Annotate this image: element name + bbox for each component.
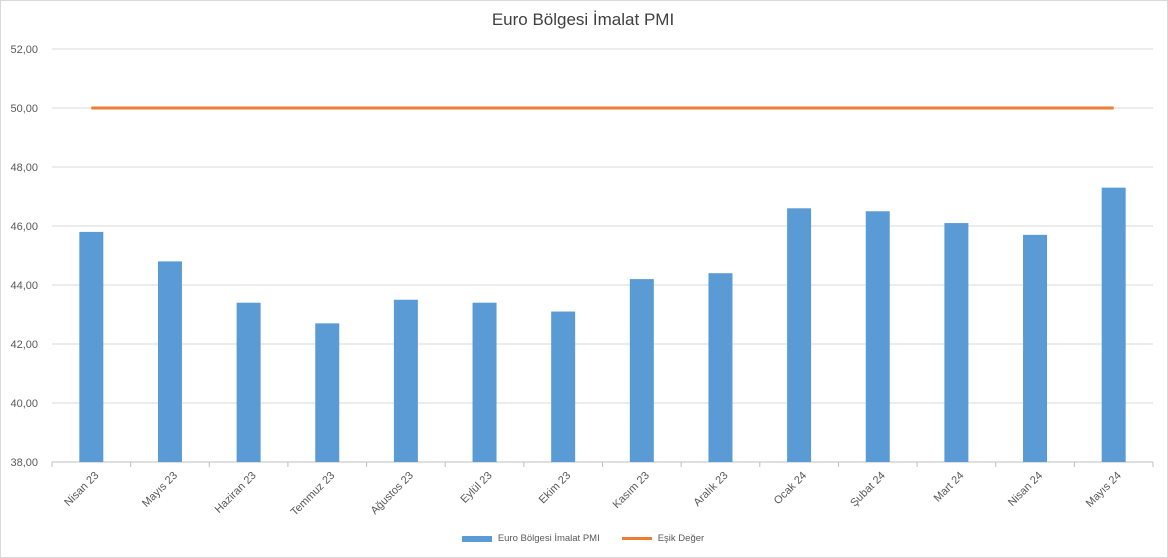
bar	[79, 231, 104, 462]
bar	[865, 211, 890, 462]
legend-label-pmi: Euro Bölgesi İmalat PMI	[497, 533, 600, 544]
bar	[315, 323, 340, 462]
x-tick-label: Mart 24	[932, 470, 967, 505]
x-tick-label: Ağustos 23	[369, 470, 416, 517]
y-tick-label: 50,00	[10, 103, 38, 115]
x-tick-label: Mayıs 23	[140, 470, 180, 510]
bar	[393, 299, 418, 462]
x-tick-label: Mayıs 24	[1084, 470, 1124, 510]
chart-title: Euro Bölgesi İmalat PMI	[491, 10, 675, 29]
x-tick-label: Kasım 23	[611, 470, 652, 511]
x-tick-label: Temmuz 23	[289, 470, 338, 519]
x-tick-label: Ekim 23	[537, 470, 574, 507]
x-tick-label: Haziran 23	[213, 470, 259, 516]
bar	[1023, 234, 1048, 462]
bar-series	[79, 187, 1126, 462]
legend-swatch-bar	[461, 535, 492, 542]
bar	[708, 273, 733, 462]
y-tick-label: 38,00	[10, 457, 38, 469]
x-tick-label: Şubat 24	[848, 470, 888, 510]
y-axis-ticks: 38,00 40,00 42,00 44,00 46,00 48,00 50,00 52,00	[10, 44, 38, 469]
y-tick-label: 46,00	[10, 221, 38, 233]
y-tick-label: 48,00	[10, 162, 38, 174]
bar	[944, 223, 969, 462]
bar	[629, 279, 654, 462]
legend-item-pmi: Euro Bölgesi İmalat PMI	[461, 533, 600, 544]
legend-item-threshold: Eşik Değer	[621, 533, 705, 544]
x-tick-label: Eylül 23	[458, 470, 494, 506]
gridlines	[51, 48, 1154, 467]
legend-swatch-line	[621, 537, 652, 540]
bar	[157, 261, 182, 462]
x-tick-label: Nisan 24	[1006, 470, 1045, 509]
bar	[787, 208, 812, 462]
y-tick-label: 52,00	[10, 44, 38, 56]
bar	[1101, 187, 1126, 462]
x-axis-ticks: Nisan 23 Mayıs 23 Haziran 23 Temmuz 23 Ağust…	[62, 470, 1124, 519]
y-tick-label: 44,00	[10, 280, 38, 292]
y-tick-label: 42,00	[10, 339, 38, 351]
y-tick-label: 40,00	[10, 398, 38, 410]
bar	[551, 311, 576, 462]
x-tick-label: Ocak 24	[772, 470, 809, 507]
legend-label-threshold: Eşik Değer	[657, 533, 705, 544]
x-tick-label: Nisan 23	[62, 470, 101, 509]
legend: Euro Bölgesi İmalat PMI Eşik Değer	[0, 533, 1166, 544]
bar	[236, 302, 261, 462]
x-tick-label: Aralık 23	[691, 470, 730, 509]
bar	[472, 302, 497, 462]
